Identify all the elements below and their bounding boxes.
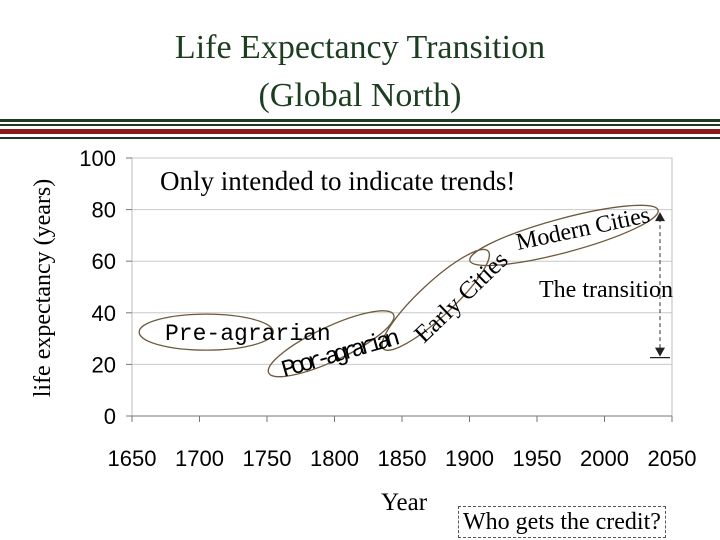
- pre-agrarian-ellipse: [138, 313, 274, 351]
- transition-arrow-down-head: [655, 347, 665, 357]
- x-tick-label: 2000: [580, 446, 629, 471]
- title-rule-dark-bottom: [0, 137, 720, 139]
- x-tick-label: 2050: [648, 446, 697, 471]
- trend-note: Only intended to indicate trends!: [160, 166, 515, 196]
- x-tick-label: 1700: [175, 446, 224, 471]
- y-tick-label: 20: [92, 352, 116, 377]
- slide-title-line2: (Global North): [258, 77, 462, 114]
- modern-cities-ellipse: [469, 204, 659, 267]
- transition-label: The transition: [539, 277, 673, 303]
- title-rule-red: [0, 129, 720, 134]
- title-rule-dark-mid: [0, 124, 720, 126]
- x-axis-title: Year: [381, 489, 428, 516]
- early-cities-ellipse: [381, 248, 491, 351]
- y-axis-title: life expectancy (years): [30, 179, 56, 398]
- y-tick-label: 40: [92, 301, 116, 326]
- x-tick-label: 1850: [378, 446, 427, 471]
- credit-question: Who gets the credit?: [458, 506, 666, 538]
- transition-arrow-up-head: [655, 212, 665, 222]
- x-tick-label: 1750: [243, 446, 292, 471]
- y-tick-label: 80: [92, 198, 116, 223]
- y-tick-label: 0: [104, 404, 116, 429]
- x-tick-label: 1950: [513, 446, 562, 471]
- y-tick-label: 100: [79, 146, 116, 171]
- x-tick-label: 1800: [310, 446, 359, 471]
- x-tick-label: 1900: [445, 446, 494, 471]
- y-tick-label: 60: [92, 249, 116, 274]
- poor-agrarian-ellipse: [267, 310, 395, 378]
- title-rule-dark-top: [0, 119, 720, 122]
- slide-title-line1: Life Expectancy Transition: [174, 29, 546, 66]
- pre-agrarian-label: Pre-agrarian: [165, 321, 331, 347]
- x-tick-label: 1650: [108, 446, 157, 471]
